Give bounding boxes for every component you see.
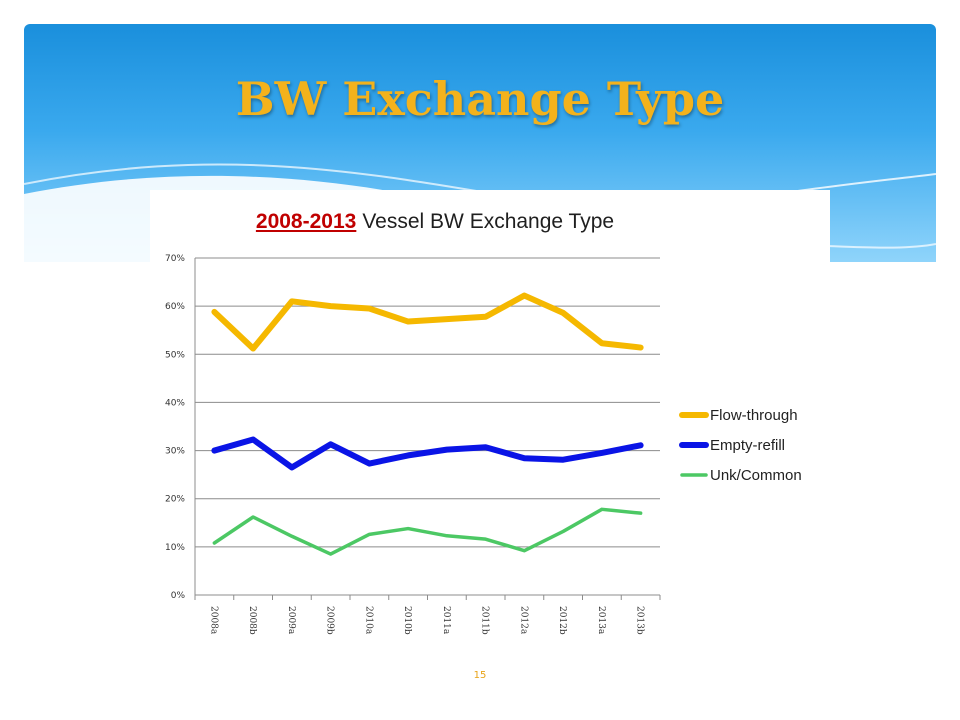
chart-title-years: 2008-2013 <box>255 210 357 233</box>
x-tick-label: 2009a <box>286 606 296 635</box>
x-tick-label: 2010a <box>363 606 373 635</box>
series-line-1 <box>211 436 644 471</box>
x-tick-label: 2009b <box>325 606 335 635</box>
chart-gridlines <box>195 257 660 596</box>
y-tick-label: 30% <box>165 447 185 457</box>
x-tick-label: 2012a <box>518 606 528 635</box>
y-tick-label: 10% <box>165 543 185 553</box>
page-number: 15 <box>473 670 487 681</box>
x-tick-label: 2008b <box>247 606 257 635</box>
legend-label-2: Unk/Common <box>710 467 802 484</box>
x-tick-label: 2012b <box>557 606 567 635</box>
chart-legend: Flow-through Empty-refill Unk/Common <box>679 407 802 484</box>
x-tick-label: 2013a <box>596 606 606 635</box>
y-tick-label: 40% <box>165 398 185 408</box>
slide-title: BW Exchange Type <box>235 72 725 126</box>
y-tick-label: 70% <box>165 254 185 264</box>
chart-title-text: Vessel BW Exchange Type <box>362 210 615 233</box>
x-tick-label: 2013b <box>635 606 645 635</box>
chart-title: 2008-2013 Vessel BW Exchange Type <box>0 210 870 234</box>
y-tick-label: 20% <box>165 495 185 505</box>
x-tick-label: 2008a <box>208 606 218 635</box>
x-tick-label: 2011a <box>441 606 451 635</box>
y-tick-label: 0% <box>171 591 186 601</box>
legend-label-1: Empty-refill <box>710 437 785 454</box>
chart-series <box>211 292 644 556</box>
y-tick-label: 50% <box>165 350 185 360</box>
x-tick-label: 2011b <box>480 606 490 635</box>
y-tick-label: 60% <box>165 302 185 312</box>
series-line-0 <box>211 292 644 352</box>
x-tick-label: 2010b <box>402 606 412 635</box>
chart-panel <box>150 190 830 650</box>
legend-label-0: Flow-through <box>710 407 798 424</box>
chart-axes: 0% 10% 20% 30% 40% 50% 60% 70% 2008a 2008b 2009a 20… <box>165 254 661 635</box>
series-line-2 <box>212 507 643 556</box>
